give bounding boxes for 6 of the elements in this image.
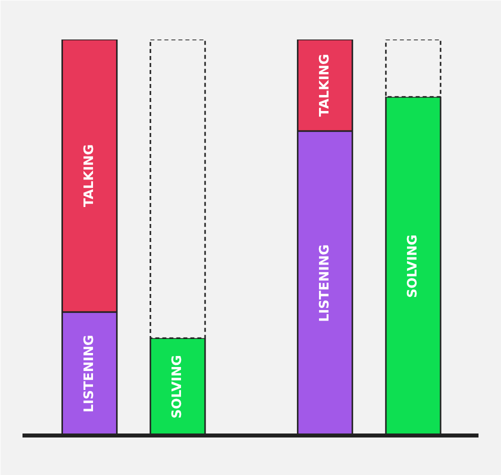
text: LISTENING — [82, 334, 98, 412]
series-label: TALKING — [318, 54, 333, 117]
series-label: SOLVING — [170, 355, 186, 418]
text: TALKING — [82, 144, 98, 208]
series-label: LISTENING — [318, 244, 333, 322]
text: SOLVING — [406, 234, 421, 298]
